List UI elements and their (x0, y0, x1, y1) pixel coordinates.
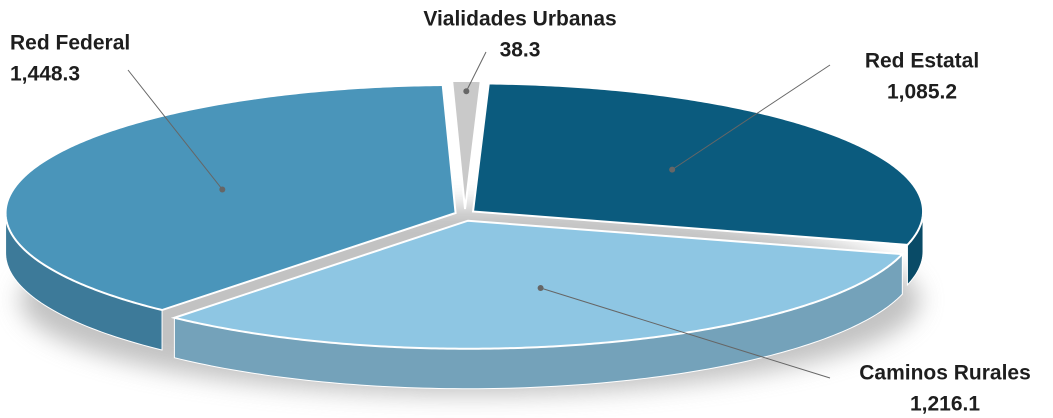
slice-value: 1,085.2 (887, 81, 957, 104)
slice (451, 80, 482, 210)
leader-line (540, 287, 831, 379)
leader-dot (219, 186, 226, 193)
slice-label: Red Federal (10, 32, 130, 55)
slice (170, 219, 905, 350)
leader-dot (537, 285, 544, 292)
leader-line (127, 69, 223, 190)
slice-label: Caminos Rurales (859, 362, 1031, 385)
leader-line (671, 64, 831, 171)
slice (4, 84, 457, 312)
leader-dot (669, 166, 676, 173)
slice-value: 1,448.3 (10, 63, 80, 86)
leader-line (465, 51, 487, 92)
leader-dot (463, 88, 470, 95)
slice-label: Vialidades Urbanas (423, 8, 616, 31)
slice-value: 38.3 (500, 39, 541, 62)
slice-label: Red Estatal (865, 50, 979, 73)
slice-value: 1,216.1 (910, 393, 980, 416)
slice (471, 82, 925, 246)
